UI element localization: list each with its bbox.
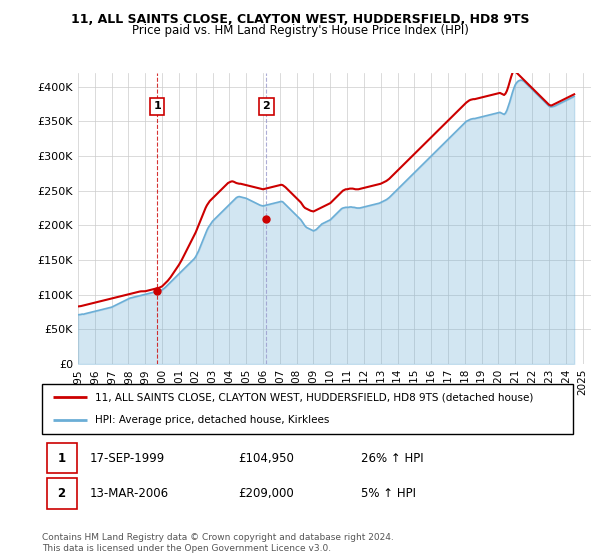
Text: 17-SEP-1999: 17-SEP-1999 <box>90 451 165 465</box>
Text: Price paid vs. HM Land Registry's House Price Index (HPI): Price paid vs. HM Land Registry's House … <box>131 24 469 37</box>
Text: Contains HM Land Registry data © Crown copyright and database right 2024.
This d: Contains HM Land Registry data © Crown c… <box>42 533 394 553</box>
FancyBboxPatch shape <box>42 384 573 434</box>
Text: 2: 2 <box>263 101 270 111</box>
Text: 26% ↑ HPI: 26% ↑ HPI <box>361 451 423 465</box>
Bar <box>47 478 77 509</box>
Text: 11, ALL SAINTS CLOSE, CLAYTON WEST, HUDDERSFIELD, HD8 9TS (detached house): 11, ALL SAINTS CLOSE, CLAYTON WEST, HUDD… <box>95 392 533 402</box>
Text: 11, ALL SAINTS CLOSE, CLAYTON WEST, HUDDERSFIELD, HD8 9TS: 11, ALL SAINTS CLOSE, CLAYTON WEST, HUDD… <box>71 13 529 26</box>
Text: 2: 2 <box>58 487 66 500</box>
Text: HPI: Average price, detached house, Kirklees: HPI: Average price, detached house, Kirk… <box>95 416 329 426</box>
Text: £104,950: £104,950 <box>238 451 295 465</box>
Bar <box>47 443 77 473</box>
Text: 1: 1 <box>58 451 66 465</box>
Text: 13-MAR-2006: 13-MAR-2006 <box>90 487 169 500</box>
Text: 1: 1 <box>154 101 161 111</box>
Text: £209,000: £209,000 <box>238 487 294 500</box>
Text: 5% ↑ HPI: 5% ↑ HPI <box>361 487 416 500</box>
